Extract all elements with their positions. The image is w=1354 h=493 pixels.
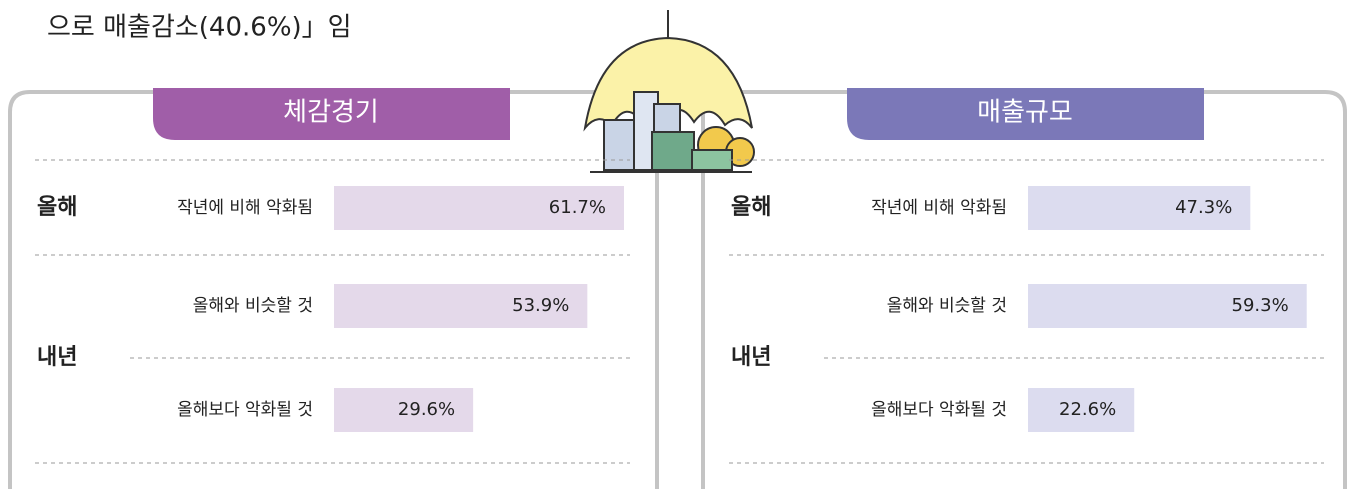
category-label: 작년에 비해 악화됨 bbox=[871, 198, 1007, 218]
category-label: 올해와 비슷할 것 bbox=[193, 296, 313, 316]
value-label: 61.7% bbox=[549, 197, 606, 218]
panel-title: 매출규모 bbox=[977, 98, 1073, 128]
value-label: 47.3% bbox=[1175, 197, 1232, 218]
category-label: 올해보다 악화될 것 bbox=[871, 400, 1007, 420]
infographic: 으로 매출감소(40.6%)」임 체감경기올해내년 작년에 비해 악화됨 61.7%… bbox=[0, 0, 1354, 489]
value-label: 53.9% bbox=[512, 295, 569, 316]
group-label: 내년 bbox=[37, 345, 77, 370]
value-label: 22.6% bbox=[1059, 399, 1116, 420]
value-label: 29.6% bbox=[398, 399, 455, 420]
category-label: 올해와 비슷할 것 bbox=[887, 296, 1007, 316]
value-label: 59.3% bbox=[1232, 295, 1289, 316]
umbrella-icon bbox=[585, 10, 754, 172]
group-label: 올해 bbox=[731, 195, 771, 220]
category-label: 작년에 비해 악화됨 bbox=[177, 198, 313, 218]
group-label: 내년 bbox=[731, 345, 771, 370]
group-label: 올해 bbox=[37, 195, 77, 220]
panel-title: 체감경기 bbox=[283, 98, 379, 128]
category-label: 올해보다 악화될 것 bbox=[177, 400, 313, 420]
header-text: 으로 매출감소(40.6%)」임 bbox=[47, 13, 352, 43]
